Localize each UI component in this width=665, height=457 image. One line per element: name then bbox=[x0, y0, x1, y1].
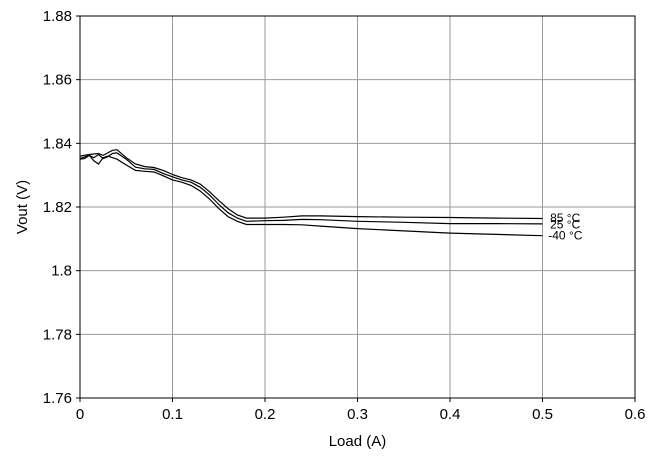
series-line-2 bbox=[79, 154, 543, 237]
grid-layer bbox=[80, 16, 635, 398]
x-tick-label: 0.2 bbox=[255, 406, 276, 423]
x-tick-label: 0.6 bbox=[625, 406, 646, 423]
series-line-0 bbox=[79, 149, 543, 220]
series-label: 25 °C bbox=[550, 218, 580, 232]
x-tick-label: 0.4 bbox=[440, 406, 461, 423]
label-layer: 85 °C25 °C-40 °C bbox=[548, 211, 582, 243]
x-tick-label: 0.3 bbox=[347, 406, 368, 423]
y-tick-label: 1.82 bbox=[43, 199, 72, 216]
series-label: 85 °C bbox=[550, 211, 580, 225]
y-tick-label: 1.86 bbox=[43, 72, 72, 89]
tick-layer: 0 0.1 0.2 0.3 0.4 0.5 0.6 1.76 1.78 1.8 1.82 1.84 1.… bbox=[43, 8, 646, 423]
y-axis-title: Vout (V) bbox=[14, 180, 31, 234]
series-label: -40 °C bbox=[548, 229, 582, 243]
y-tick-label: 1.84 bbox=[43, 135, 72, 152]
x-axis-title: Load (A) bbox=[329, 433, 387, 450]
y-tick-label: 1.76 bbox=[43, 390, 72, 407]
x-tick-label: 0 bbox=[76, 406, 84, 423]
y-tick-label: 1.78 bbox=[43, 326, 72, 343]
x-tick-label: 0.5 bbox=[532, 406, 553, 423]
series-layer bbox=[79, 149, 543, 237]
y-tick-label: 1.88 bbox=[43, 8, 72, 25]
y-tick-label: 1.8 bbox=[51, 263, 72, 280]
x-tick-label: 0.1 bbox=[162, 406, 183, 423]
